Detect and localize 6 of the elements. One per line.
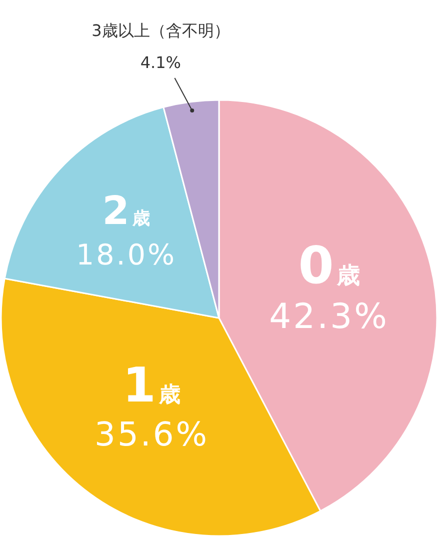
slice-label: 3歳以上（含不明） [92, 21, 230, 40]
data-label: 42.3% [269, 297, 389, 338]
data-label: 4.1% [140, 53, 182, 72]
data-label: 18.0% [76, 238, 177, 272]
data-label: 35.6% [94, 414, 210, 454]
slice-label: 0歳 [298, 236, 360, 296]
